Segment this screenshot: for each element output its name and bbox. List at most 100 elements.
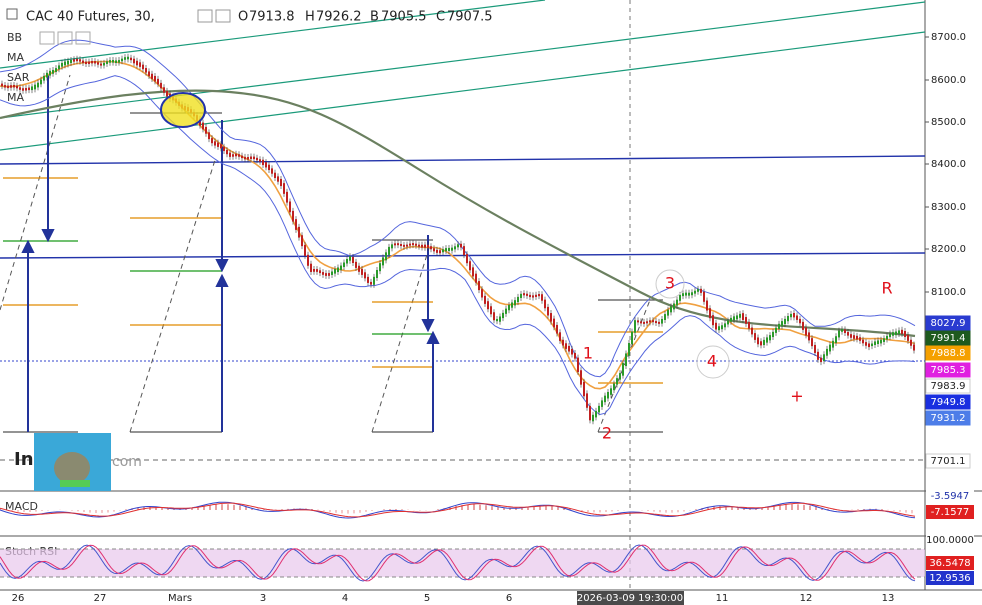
candle	[22, 88, 24, 91]
bollinger-upper	[0, 39, 916, 378]
time-label: Mars	[168, 593, 192, 604]
candle	[367, 276, 369, 283]
candle	[871, 343, 873, 347]
candle	[106, 61, 108, 64]
price-tag: 8027.9	[931, 318, 966, 329]
candle	[268, 164, 270, 171]
candle	[601, 400, 603, 407]
candle	[472, 267, 474, 277]
price-tag-box	[925, 410, 971, 426]
candle	[52, 69, 54, 74]
candle	[337, 267, 339, 273]
low: 7905.5	[381, 10, 427, 25]
price-tag: 7931.2	[931, 413, 966, 424]
candle	[556, 324, 558, 334]
candle	[301, 235, 303, 247]
high-label: H	[305, 10, 315, 25]
stoch-band	[0, 549, 925, 577]
candle	[415, 243, 417, 246]
candle	[19, 87, 21, 90]
candle	[724, 323, 726, 328]
candle	[259, 159, 261, 162]
price-label: 8200.0	[931, 244, 966, 255]
price-label: 8100.0	[931, 287, 966, 298]
price-tag-box	[925, 453, 971, 469]
candle	[877, 340, 879, 345]
candle	[706, 300, 708, 311]
candle	[913, 344, 915, 351]
candle	[862, 339, 864, 344]
candle	[841, 329, 843, 332]
candle	[154, 75, 156, 82]
candle	[439, 250, 441, 254]
candle	[610, 388, 612, 395]
candle	[91, 60, 93, 64]
oscillators	[0, 501, 916, 582]
horizontal-lines	[0, 155, 926, 259]
candle	[487, 301, 489, 310]
candle	[658, 321, 660, 324]
candle	[763, 339, 765, 346]
candle	[730, 317, 732, 322]
panel-tag: 12.9536	[929, 573, 970, 584]
candle	[661, 318, 663, 324]
indicator-label[interactable]: MA	[7, 51, 24, 64]
stoch-levels	[0, 548, 925, 578]
candle	[802, 321, 804, 330]
annotation: 4	[707, 352, 717, 371]
candle	[205, 126, 207, 134]
symbol: CAC 40 Futures, 30,	[26, 10, 155, 25]
candle	[220, 144, 222, 149]
candle	[832, 340, 834, 348]
candle	[358, 265, 360, 272]
candle	[721, 325, 723, 330]
candle	[463, 246, 465, 256]
candle	[565, 343, 567, 349]
candle	[124, 57, 126, 60]
candle	[289, 201, 291, 213]
candle	[385, 252, 387, 261]
candle	[535, 294, 537, 297]
collapse-button[interactable]	[6, 8, 18, 20]
indicator-label[interactable]: BB	[7, 31, 22, 44]
candle	[238, 154, 240, 157]
candle	[631, 331, 633, 345]
indicator-label[interactable]: MA	[7, 91, 24, 104]
candle	[727, 320, 729, 325]
price-tag: 7983.9	[931, 381, 966, 392]
candle	[781, 321, 783, 327]
candle	[379, 263, 381, 272]
candle	[682, 293, 684, 297]
low-label: B	[370, 10, 379, 25]
candle	[613, 383, 615, 391]
candle	[814, 344, 816, 353]
candle	[298, 226, 300, 238]
candle	[484, 295, 486, 304]
candle	[127, 56, 129, 60]
candle	[754, 333, 756, 340]
highlight-circle	[160, 92, 206, 128]
time-axis: 26 27 Mars 3 4 5 6 11 12 13	[12, 593, 895, 604]
candle	[520, 293, 522, 298]
candle	[1, 83, 3, 87]
candle	[130, 57, 132, 61]
candle	[652, 320, 654, 323]
candle	[448, 247, 450, 251]
indicator-label[interactable]: SAR	[7, 71, 30, 84]
header-icons[interactable]	[197, 9, 231, 23]
candle	[118, 60, 120, 63]
candle	[319, 270, 321, 274]
candle	[157, 78, 159, 85]
candle	[76, 58, 78, 62]
candle	[688, 292, 690, 296]
price-tag-box	[925, 362, 971, 378]
candle	[865, 342, 867, 346]
time-label: 26	[12, 593, 25, 604]
candle	[757, 337, 759, 345]
candle	[331, 271, 333, 275]
time-label: 5	[424, 593, 430, 604]
indicator-icons[interactable]	[39, 31, 91, 45]
candle	[334, 269, 336, 274]
candle	[79, 59, 81, 62]
